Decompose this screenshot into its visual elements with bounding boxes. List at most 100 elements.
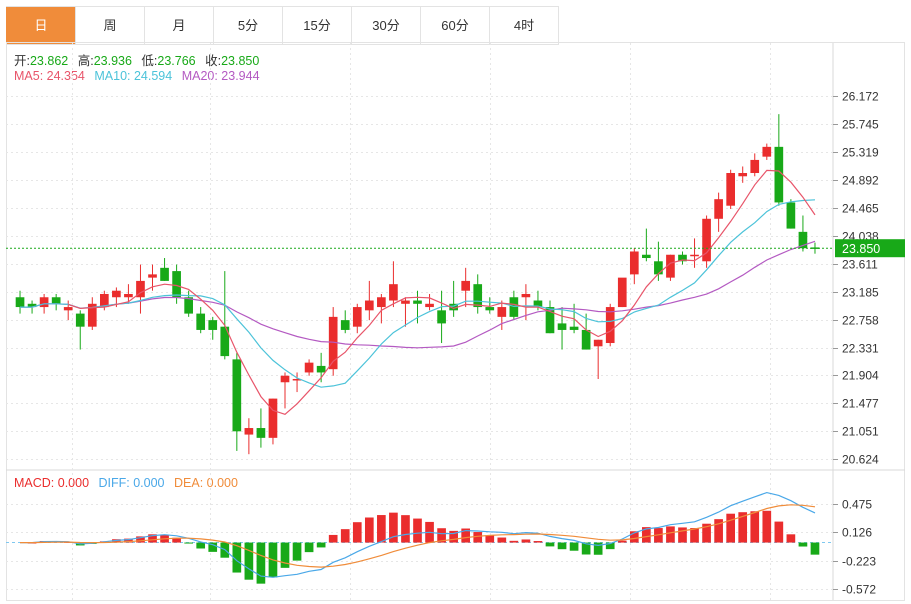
macd-tick-label: -0.572 bbox=[842, 583, 876, 597]
macd-bar bbox=[244, 542, 254, 580]
macd-bar bbox=[581, 542, 591, 555]
candle-body bbox=[521, 293, 531, 298]
candle-body bbox=[593, 339, 603, 347]
macd-bar bbox=[762, 510, 772, 543]
y-tick-label: 21.051 bbox=[842, 425, 879, 439]
macd-bar bbox=[340, 529, 350, 543]
ma10-legend: MA10: 24.594 bbox=[94, 69, 173, 83]
macd-bar bbox=[666, 526, 675, 543]
macd-bar bbox=[196, 542, 206, 549]
macd-bar bbox=[328, 534, 338, 543]
candle-body bbox=[545, 307, 555, 334]
macd-bar bbox=[148, 534, 157, 543]
macd-bar bbox=[678, 527, 687, 543]
candle-body bbox=[99, 293, 109, 308]
macd-bar bbox=[557, 542, 567, 550]
tab-7[interactable]: 4时 bbox=[489, 7, 558, 44]
candle-body bbox=[485, 307, 495, 311]
macd-bar bbox=[292, 542, 302, 561]
macd-bar bbox=[136, 536, 145, 543]
macd-bar bbox=[389, 512, 398, 543]
macd-bar bbox=[605, 542, 615, 550]
macd-bar bbox=[124, 538, 133, 543]
candle-body bbox=[256, 428, 266, 438]
dea-legend-value: DEA: 0.000 bbox=[174, 476, 238, 490]
diff-legend-value: DIFF: 0.000 bbox=[98, 476, 165, 490]
tab-4[interactable]: 15分 bbox=[282, 7, 351, 44]
macd-bar bbox=[533, 541, 543, 543]
macd-bar bbox=[352, 522, 362, 543]
diff-line bbox=[20, 491, 816, 578]
macd-tick-label: 0.475 bbox=[842, 498, 872, 512]
candle-body bbox=[786, 202, 796, 229]
tab-1[interactable]: 周 bbox=[75, 7, 144, 44]
candle-body bbox=[268, 398, 278, 438]
y-tick-label: 25.745 bbox=[842, 118, 879, 132]
y-tick-label: 22.331 bbox=[842, 342, 879, 356]
y-tick-label: 24.892 bbox=[842, 174, 879, 188]
candle-body bbox=[51, 297, 61, 304]
ma20-legend: MA20: 23.944 bbox=[181, 69, 260, 83]
candle-body bbox=[461, 280, 471, 291]
ma10-line bbox=[20, 199, 816, 388]
macd-legend: MACD: 0.000 DIFF: 0.000 DEA: 0.000 bbox=[14, 476, 244, 490]
macd-bar bbox=[232, 542, 242, 573]
period-tabs: 日周月 5分 15分 30分 60分 4时 bbox=[6, 6, 559, 45]
macd-bar bbox=[750, 511, 760, 543]
macd-bar bbox=[461, 528, 471, 543]
current-price-tag bbox=[835, 239, 905, 258]
candle-body bbox=[124, 293, 133, 298]
macd-legend-value: MACD: 0.000 bbox=[14, 476, 90, 490]
y-tick-label: 23.611 bbox=[842, 258, 878, 272]
candle-body bbox=[738, 173, 748, 177]
macd-bar bbox=[172, 537, 181, 543]
macd-bar bbox=[377, 515, 386, 543]
macd-bar bbox=[738, 512, 748, 543]
candle-body bbox=[497, 307, 507, 317]
tab-0[interactable]: 日 bbox=[6, 7, 75, 44]
tab-5[interactable]: 30分 bbox=[351, 7, 420, 44]
macd-bar bbox=[208, 542, 218, 552]
tab-6[interactable]: 60分 bbox=[420, 7, 489, 44]
candle-body bbox=[605, 307, 615, 344]
candle-body bbox=[148, 274, 157, 278]
macd-bar bbox=[364, 517, 374, 543]
candle-body bbox=[413, 300, 422, 304]
y-tick-label: 26.172 bbox=[842, 90, 879, 104]
candle-body bbox=[533, 300, 543, 308]
macd-bar bbox=[413, 518, 422, 543]
macd-bar bbox=[449, 530, 458, 543]
macd-bar bbox=[509, 540, 519, 543]
candle-body bbox=[39, 297, 49, 308]
candle-body bbox=[581, 329, 591, 350]
tab-3[interactable]: 5分 bbox=[213, 7, 282, 44]
macd-bar bbox=[316, 542, 326, 548]
candle-body bbox=[280, 375, 290, 383]
candle-body bbox=[328, 316, 338, 370]
candle-body bbox=[112, 290, 121, 298]
candle-body bbox=[666, 254, 675, 278]
candle-body bbox=[762, 146, 772, 157]
candle-body bbox=[473, 284, 483, 308]
tab-2[interactable]: 月 bbox=[144, 7, 213, 44]
candle-body bbox=[401, 300, 410, 304]
candle-body bbox=[569, 326, 579, 330]
y-tick-label: 23.185 bbox=[842, 286, 879, 300]
macd-tick-label: -0.223 bbox=[842, 555, 876, 569]
macd-bar bbox=[497, 537, 507, 543]
ma-legend: MA5: 24.354 MA10: 24.594 MA20: 23.944 bbox=[14, 69, 266, 83]
macd-bar bbox=[184, 542, 193, 544]
macd-bar bbox=[726, 513, 736, 543]
candle-body bbox=[160, 267, 169, 281]
macd-bar bbox=[401, 515, 410, 543]
candle-body bbox=[750, 159, 760, 174]
macd-bar bbox=[545, 542, 555, 547]
macd-bar bbox=[473, 532, 483, 543]
macd-bar bbox=[702, 523, 711, 543]
candle-body bbox=[136, 280, 145, 298]
candle-body bbox=[27, 303, 37, 308]
candle-body bbox=[449, 303, 458, 311]
y-tick-label: 24.465 bbox=[842, 202, 879, 216]
candle-body bbox=[220, 326, 230, 357]
ma5-legend: MA5: 24.354 bbox=[14, 69, 85, 83]
